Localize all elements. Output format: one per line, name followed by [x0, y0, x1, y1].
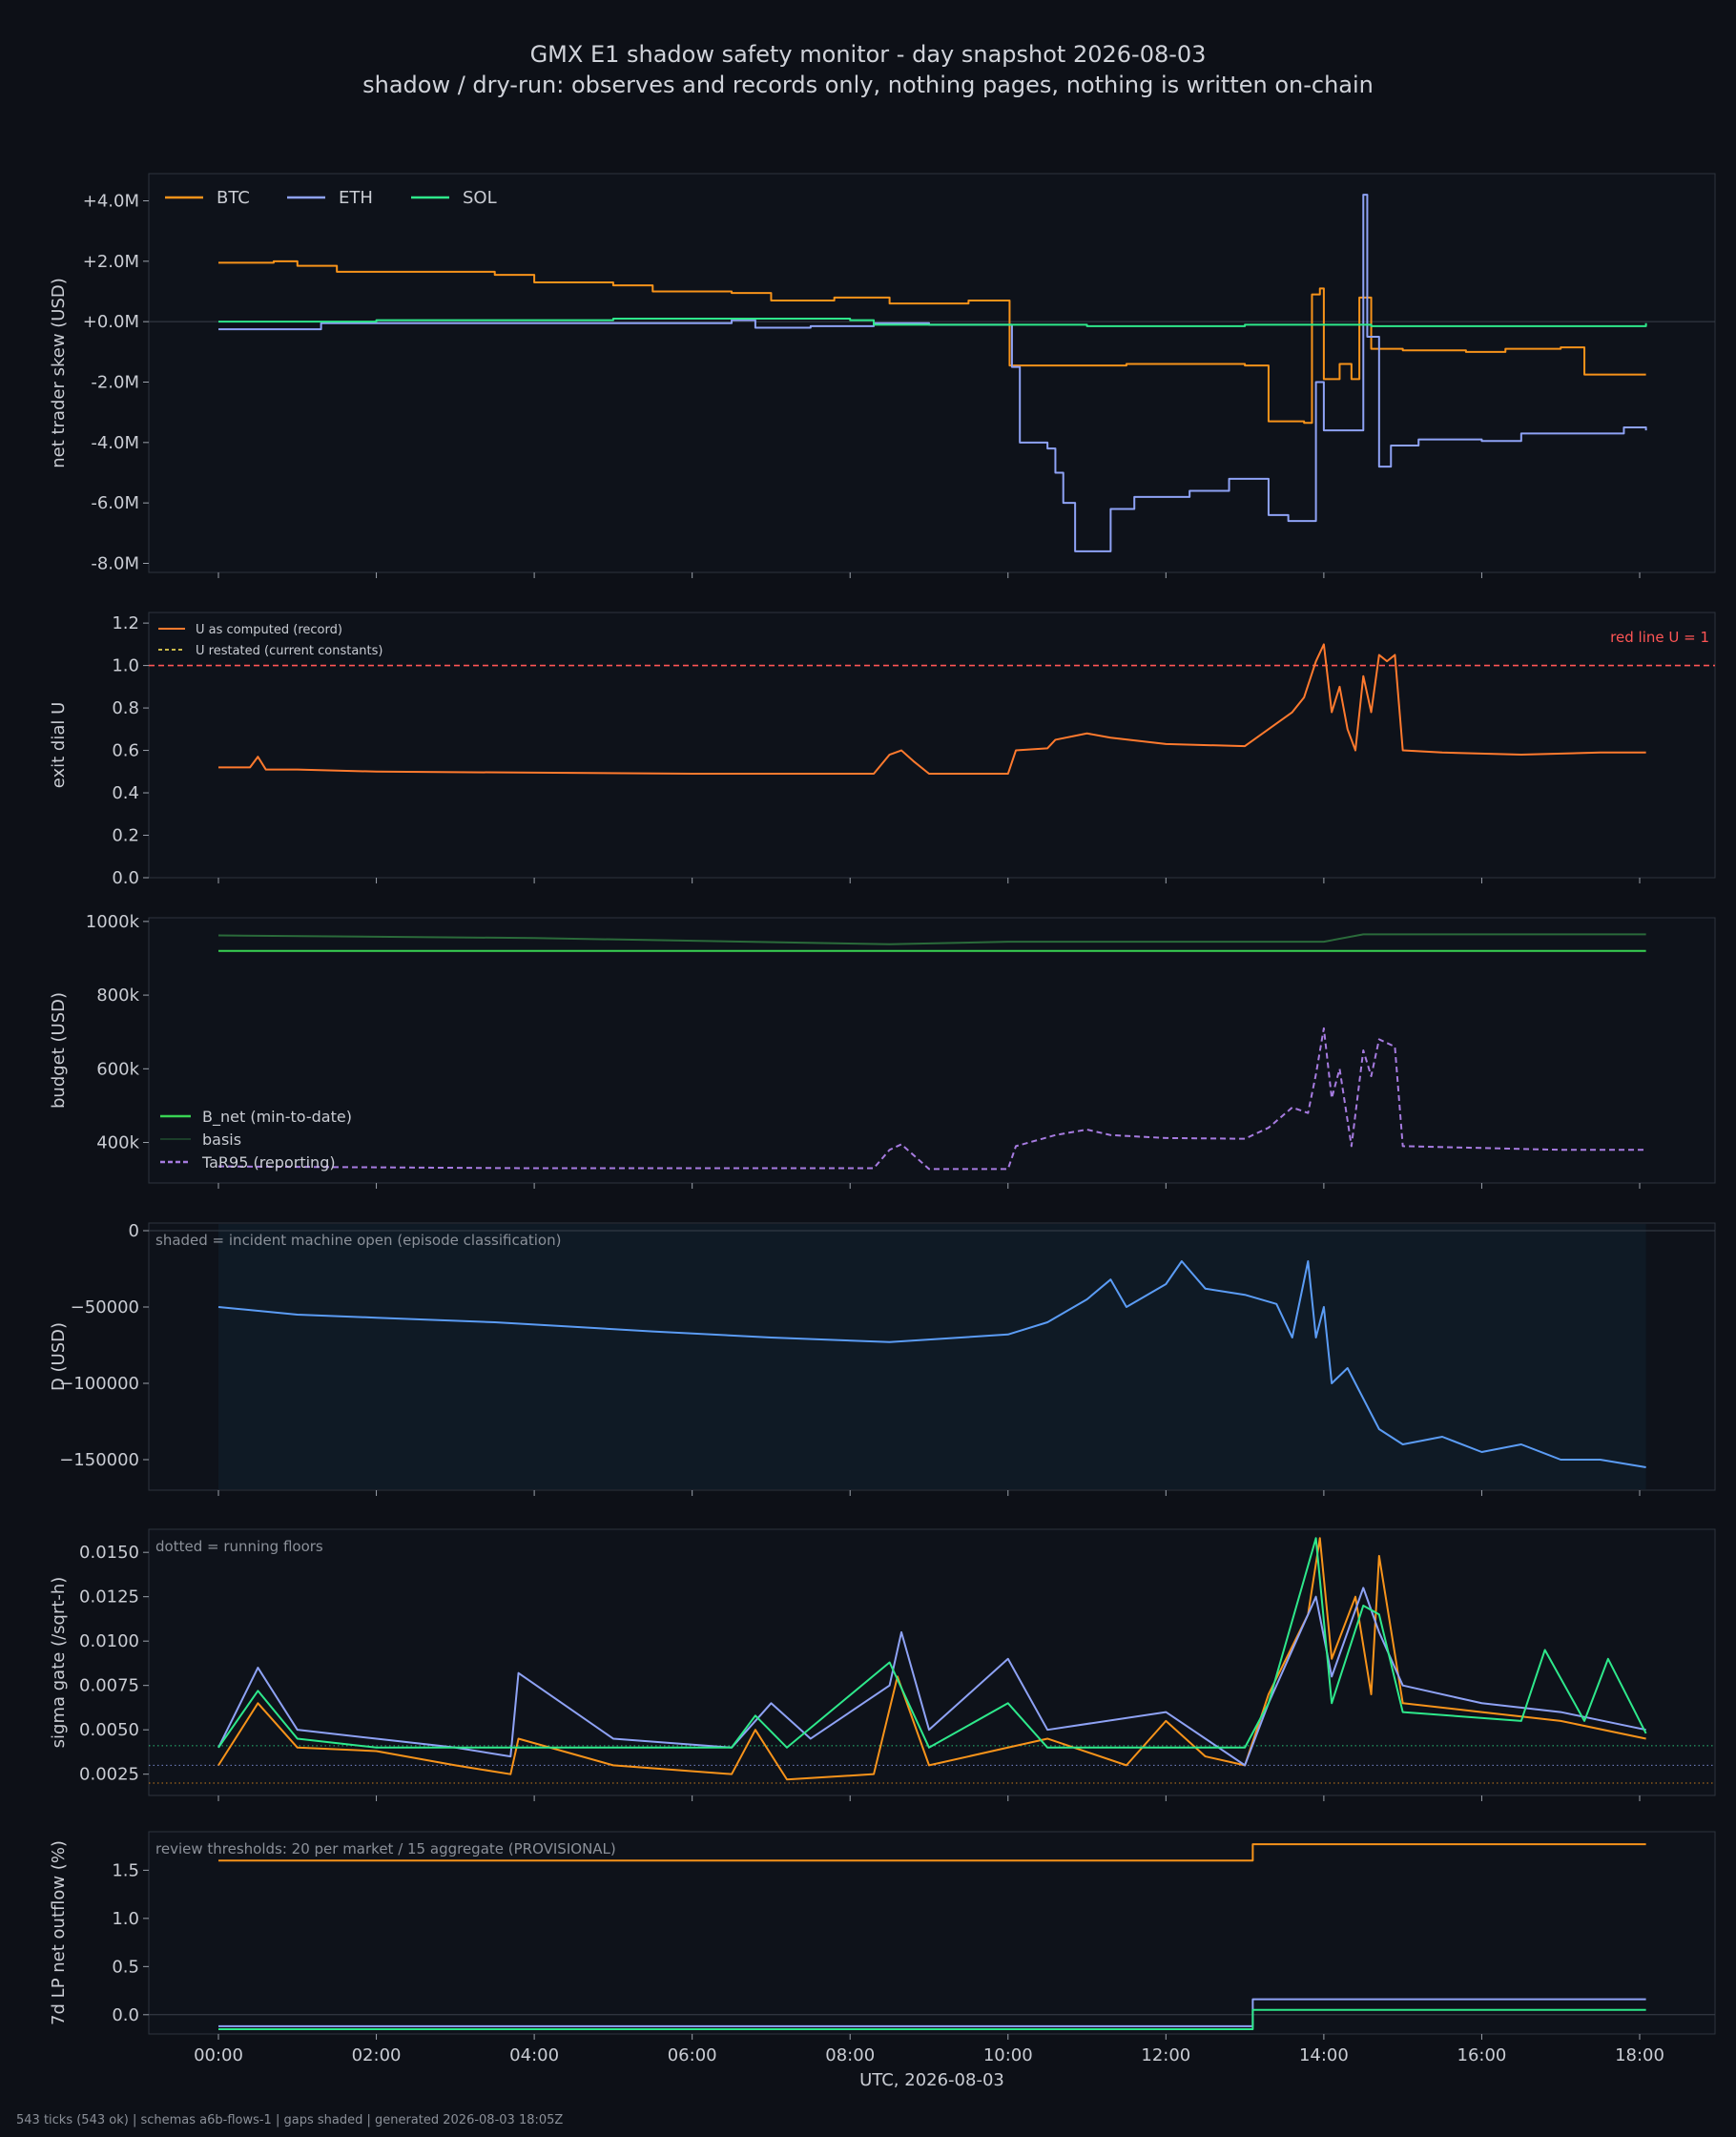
chart-title: GMX E1 shadow safety monitor - day snaps… [529, 41, 1207, 68]
annotation-text: red line U = 1 [1610, 629, 1709, 646]
y-tick-label: −100000 [59, 1374, 139, 1394]
y-tick-label: 600k [96, 1059, 139, 1079]
x-axis-label: UTC, 2026-08-03 [859, 2070, 1004, 2090]
y-tick-label: 400k [96, 1133, 139, 1153]
legend-label: TaR95 (reporting) [201, 1153, 336, 1172]
y-tick-label: 0.0075 [79, 1676, 139, 1696]
y-tick-label: 0.0100 [79, 1631, 139, 1651]
y-tick-label: 1.0 [112, 1909, 139, 1929]
annotation-text: dotted = running floors [155, 1538, 323, 1555]
legend-label: SOL [463, 188, 497, 208]
y-tick-label: -6.0M [91, 493, 139, 513]
chart-subtitle: shadow / dry-run: observes and records o… [362, 72, 1374, 98]
series-line [217, 933, 1646, 945]
y-tick-label: 0.0150 [79, 1543, 139, 1563]
y-tick-label: 0.2 [112, 826, 139, 846]
series-line [217, 1587, 1646, 1767]
x-tick-label: 14:00 [1299, 2045, 1349, 2065]
y-tick-label: -8.0M [91, 554, 139, 574]
x-tick-label: 08:00 [825, 2045, 875, 2065]
series-line [218, 318, 1647, 327]
y-axis-label: D (USD) [49, 1322, 69, 1391]
legend-label: BTC [217, 188, 250, 208]
y-tick-label: 0.0 [112, 868, 139, 888]
series-line [218, 1843, 1646, 1862]
legend-label: ETH [339, 188, 373, 208]
series-line [217, 1537, 1646, 1781]
shaded-region [218, 1224, 1646, 1489]
panel-frame [148, 917, 1716, 1184]
y-tick-label: 1.0 [112, 656, 139, 676]
legend-label: U restated (current constants) [196, 644, 382, 658]
y-tick-label: 0.4 [112, 783, 139, 803]
series-line [217, 1027, 1646, 1171]
y-axis-label: sigma gate (/sqrt-h) [49, 1577, 69, 1749]
y-tick-label: 0.8 [112, 698, 139, 718]
y-tick-label: 1.5 [112, 1860, 139, 1880]
y-tick-label: -4.0M [91, 433, 139, 453]
y-tick-label: −150000 [59, 1450, 139, 1470]
series-line [218, 643, 1646, 776]
x-tick-label: 02:00 [352, 2045, 402, 2065]
y-tick-label: 0.0125 [79, 1587, 139, 1608]
y-tick-label: +0.0M [83, 312, 139, 332]
series-line [217, 1537, 1647, 1749]
series-line [217, 1260, 1646, 1468]
annotation-text: shaded = incident machine open (episode … [155, 1232, 561, 1249]
y-tick-label: 0.0050 [79, 1720, 139, 1740]
y-axis-label: net trader skew (USD) [49, 278, 69, 468]
y-tick-label: +2.0M [83, 252, 139, 272]
legend-label: B_net (min-to-date) [202, 1108, 352, 1127]
y-tick-label: 0.0025 [79, 1765, 139, 1785]
panel-frame [148, 173, 1716, 573]
annotation-text: review thresholds: 20 per market / 15 ag… [155, 1840, 616, 1857]
x-tick-label: 10:00 [983, 2045, 1033, 2065]
legend-label: U as computed (record) [196, 623, 342, 637]
y-tick-label: -2.0M [91, 373, 139, 393]
y-tick-label: 1.2 [112, 613, 139, 633]
x-tick-label: 04:00 [509, 2045, 559, 2065]
x-tick-label: 18:00 [1615, 2045, 1664, 2065]
panel-frame [148, 1528, 1716, 1796]
footer-status: 543 ticks (543 ok) | schemas a6b-flows-1… [16, 2113, 564, 2127]
y-tick-label: 0 [129, 1221, 139, 1241]
x-tick-label: 00:00 [194, 2045, 243, 2065]
series-line [218, 259, 1646, 425]
y-tick-label: 0.5 [112, 1957, 139, 1977]
series-line [218, 2008, 1646, 2030]
y-tick-label: 1000k [86, 912, 140, 932]
y-tick-label: −50000 [71, 1297, 139, 1317]
y-axis-label: exit dial U [49, 702, 69, 789]
x-tick-label: 16:00 [1457, 2045, 1507, 2065]
y-tick-label: 800k [96, 986, 139, 1006]
y-axis-label: budget (USD) [49, 992, 69, 1109]
x-tick-label: 12:00 [1141, 2045, 1190, 2065]
y-tick-label: 0.6 [112, 741, 139, 761]
panel-frame [148, 612, 1716, 879]
legend-label: basis [202, 1131, 241, 1149]
x-tick-label: 06:00 [668, 2045, 717, 2065]
y-axis-label: 7d LP net outflow (%) [49, 1840, 69, 2025]
y-tick-label: 0.0 [112, 2005, 139, 2025]
panel-frame [148, 1831, 1716, 2035]
y-tick-label: +4.0M [83, 192, 139, 212]
